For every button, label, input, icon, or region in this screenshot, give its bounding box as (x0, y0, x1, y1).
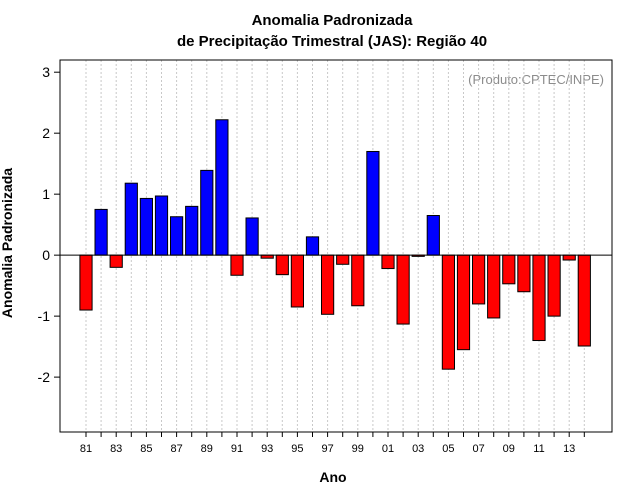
y-axis-title: Anomalia Padronizada (0, 168, 15, 318)
x-axis-title: Ano (319, 469, 346, 485)
bar-12 (547, 254, 561, 317)
y-tick-label: -1 (38, 308, 51, 324)
bar-87 (170, 216, 184, 256)
x-tick-label: 89 (201, 443, 213, 455)
x-tick-label: 81 (80, 443, 92, 455)
bar-11 (532, 254, 546, 342)
bar-91 (230, 254, 244, 276)
bar-00 (366, 150, 380, 256)
bar-06 (456, 254, 471, 351)
x-tick-label: 03 (412, 443, 424, 455)
bar-82 (94, 208, 108, 256)
x-tick-label: 93 (261, 443, 273, 455)
bars (79, 119, 591, 370)
bar-14 (577, 254, 591, 347)
plot-frame (59, 59, 613, 433)
x-tick-label: 99 (352, 443, 364, 455)
bar-97 (321, 254, 335, 315)
x-tick-label: 07 (472, 443, 484, 455)
bar-08 (487, 254, 501, 319)
bar-83 (109, 254, 123, 268)
x-tick-label: 85 (140, 443, 152, 455)
x-tick-label: 11 (533, 443, 544, 455)
bar-96 (305, 236, 320, 256)
source-annotation: (Produto:CPTEC/INPE) (468, 72, 604, 87)
y-tick-label: 0 (42, 247, 50, 263)
x-tick-label: 91 (231, 443, 243, 455)
bar-90 (215, 119, 229, 256)
x-tick-label: 87 (170, 443, 182, 455)
y-tick-label: 3 (42, 64, 50, 80)
bar-81 (79, 254, 93, 311)
x-tick-label: 09 (503, 443, 515, 455)
bar-89 (200, 169, 214, 256)
y-tick-label: -2 (38, 369, 51, 385)
bar-13 (562, 254, 576, 261)
x-tick-label: 01 (382, 443, 394, 455)
bar-09 (502, 254, 516, 285)
bar-92 (245, 217, 259, 256)
bar-05 (441, 254, 455, 370)
chart-title-line1: Anomalia Padronizada (252, 12, 414, 29)
bar-04 (426, 215, 440, 256)
x-tick-label: 05 (442, 443, 454, 455)
bar-85 (139, 197, 154, 256)
bar-94 (275, 254, 289, 276)
bar-86 (154, 195, 169, 256)
bar-99 (351, 254, 365, 307)
x-tick-label: 95 (291, 443, 303, 455)
y-tick-label: 1 (42, 186, 50, 202)
y-tick-label: 2 (42, 125, 50, 141)
x-tick-label: 13 (563, 443, 575, 455)
bar-01 (381, 254, 395, 270)
bar-95 (290, 254, 304, 308)
bar-98 (336, 254, 350, 265)
x-tick-label: 83 (110, 443, 122, 455)
x-tick-label: 97 (321, 443, 333, 455)
bar-07 (472, 254, 486, 305)
bar-84 (124, 182, 138, 256)
chart-title-line2: de Precipitação Trimestral (JAS): Região… (177, 33, 487, 50)
bar-10 (517, 254, 531, 293)
bar-88 (185, 205, 199, 256)
grid (85, 60, 585, 432)
bar-02 (396, 254, 410, 325)
